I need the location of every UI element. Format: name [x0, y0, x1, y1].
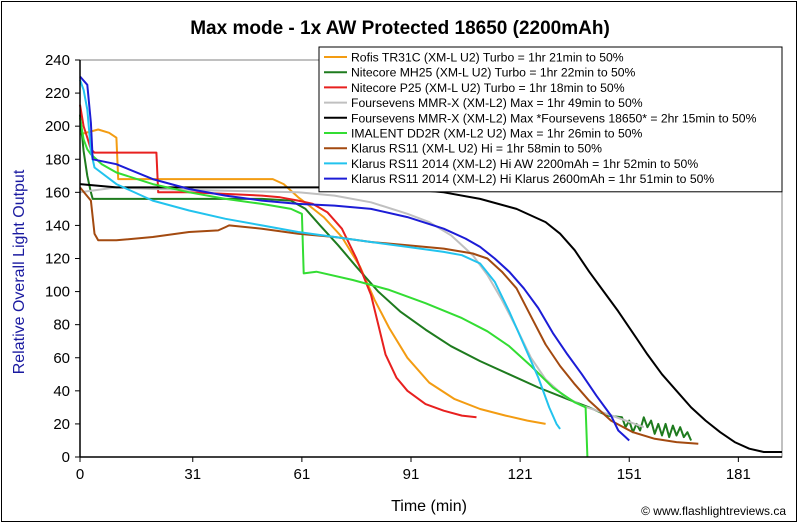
- y-tick-label: 0: [62, 449, 70, 466]
- x-tick-label: 31: [184, 466, 201, 483]
- legend-entry: Nitecore MH25 (XM-L U2) Turbo = 1hr 22mi…: [351, 66, 636, 80]
- series-line-7: [79, 186, 699, 445]
- credit-text: © www.flashlightreviews.ca: [641, 504, 786, 518]
- chart-title: Max mode - 1x AW Protected 18650 (2200mA…: [190, 18, 610, 39]
- y-tick-label: 120: [45, 251, 70, 268]
- legend-entry: Klarus RS11 2014 (XM-L2) Hi AW 2200mAh =…: [351, 157, 698, 171]
- legend-box: [318, 46, 783, 193]
- x-tick-label: 121: [508, 466, 533, 483]
- legend-entry: Nitecore P25 (XM-L U2) Turbo = 1hr 18min…: [351, 81, 625, 95]
- y-tick-label: 180: [45, 151, 70, 168]
- legend-entry: Rofis TR31C (XM-L U2) Turbo = 1hr 21min …: [351, 51, 624, 65]
- y-tick-label: 160: [45, 184, 70, 201]
- series-line-8: [79, 79, 561, 430]
- x-axis-label: Time (min): [391, 498, 467, 515]
- x-tick-label: 151: [617, 466, 642, 483]
- legend: Rofis TR31C (XM-L U2) Turbo = 1hr 21min …: [318, 46, 783, 193]
- y-tick-label: 40: [53, 383, 70, 400]
- x-tick-label: 181: [726, 466, 751, 483]
- y-tick-label: 20: [53, 416, 70, 433]
- y-tick-label: 240: [45, 52, 70, 69]
- x-tick-label: 0: [76, 466, 84, 483]
- series-line-9: [79, 75, 630, 442]
- y-tick-label: 80: [53, 317, 70, 334]
- series-line-6: [79, 117, 589, 458]
- x-tick-label: 61: [294, 466, 311, 483]
- legend-entry: Klarus RS11 (XM-L U2) Hi = 1hr 58min to …: [351, 142, 602, 156]
- y-tick-label: 100: [45, 284, 70, 301]
- x-tick-label: 91: [403, 466, 420, 483]
- legend-entry: Foursevens MMR-X (XM-L2) Max = 1hr 49min…: [351, 96, 643, 110]
- y-tick-label: 140: [45, 217, 70, 234]
- y-tick-label: 200: [45, 118, 70, 135]
- y-tick-label: 220: [45, 85, 70, 102]
- y-tick-label: 60: [53, 350, 70, 367]
- legend-entry: IMALENT DD2R (XM-L2 U2) Max = 1hr 26min …: [351, 127, 643, 141]
- legend-entry: Klarus RS11 2014 (XM-L2) Hi Klarus 2600m…: [351, 172, 714, 186]
- y-axis-label: Relative Overall Light Output: [11, 169, 28, 374]
- legend-entry: Foursevens MMR-X (XM-L2) Max *Foursevens…: [351, 111, 757, 125]
